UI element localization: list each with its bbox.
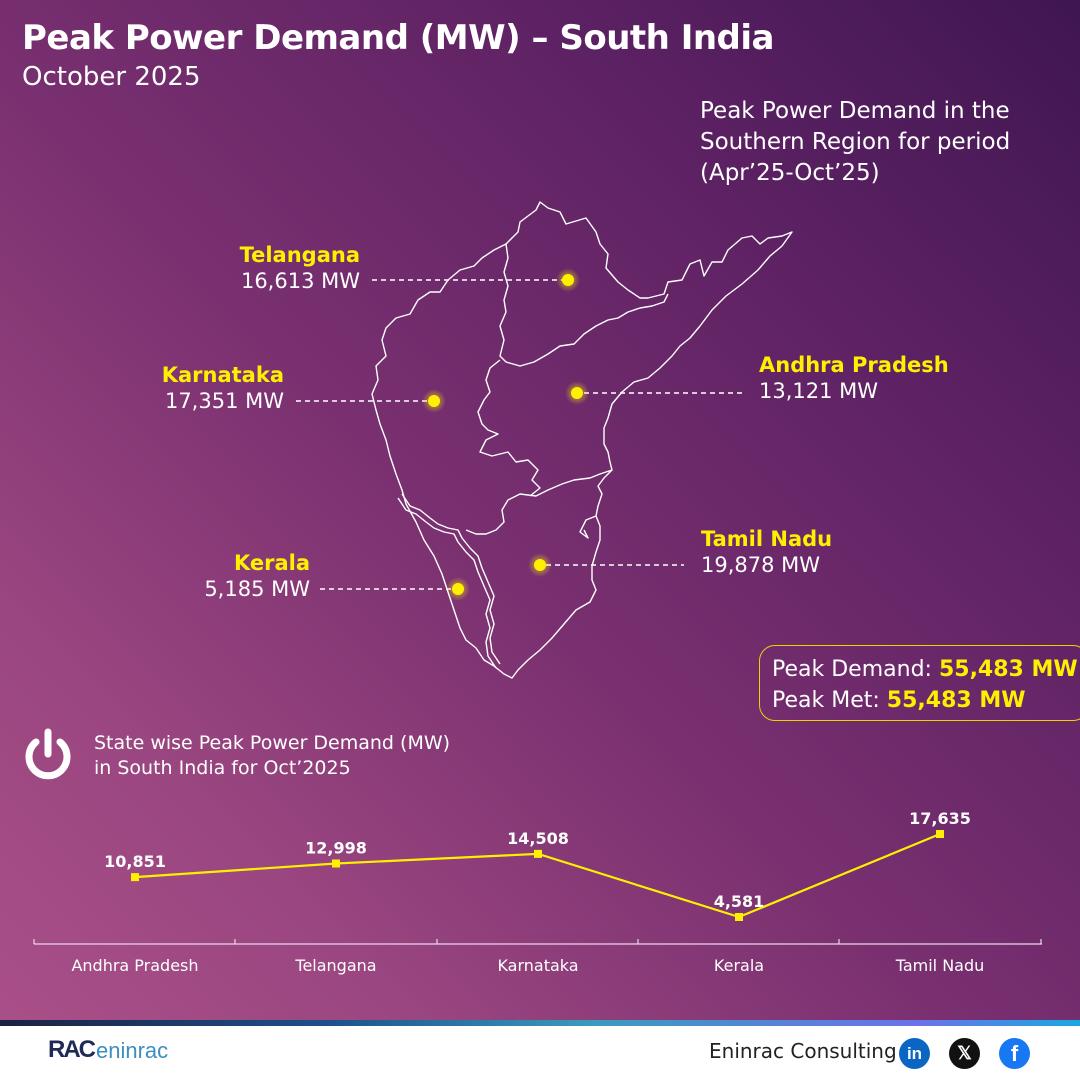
state-name: Karnataka [161,363,284,387]
state-value: 13,121 MW [759,379,879,403]
dot-andhra-pradesh [571,387,583,399]
state-name: Tamil Nadu [701,527,833,551]
dot-tamil-nadu [534,559,546,571]
category-label: Karnataka [497,956,578,975]
state-label-telangana: Telangana 16,613 MW [160,242,360,294]
data-point [131,873,139,882]
logo-rac: RAC [48,1036,96,1063]
data-point [936,830,944,838]
data-point-label: 4,581 [714,892,765,911]
page-subtitle: October 2025 [22,62,201,92]
region-note-line: Southern Region for period [700,129,1011,155]
state-label-kerala: Kerala 5,185 MW [110,550,310,602]
peak-met-label: Peak Met: [772,688,880,713]
state-label-andhra-pradesh: Andhra Pradesh 13,121 MW [759,352,979,404]
state-value: 5,185 MW [204,577,310,601]
state-name: Andhra Pradesh [759,353,949,377]
dot-telangana [562,274,574,286]
data-point-label: 17,635 [909,809,971,828]
page-title: Peak Power Demand (MW) – South India [22,18,774,58]
peak-demand-label: Peak Demand: [772,657,932,682]
region-note-line: (Apr’25-Oct’25) [700,160,880,186]
region-note-line: Peak Power Demand in the [700,98,1010,124]
state-name: Kerala [233,551,310,575]
peak-demand-row: Peak Demand: 55,483 MW [772,654,1080,685]
state-value: 16,613 MW [240,269,360,293]
eninrac-logo: RAC eninrac [48,1036,168,1064]
company-name: Eninrac Consulting [709,1039,897,1063]
state-value: 19,878 MW [701,553,821,577]
dot-karnataka [428,395,440,407]
category-label: Tamil Nadu [895,956,985,975]
power-icon [25,728,71,780]
category-label: Telangana [294,956,376,975]
logo-text: eninrac [96,1038,169,1063]
state-dots [422,268,589,601]
data-point [534,849,542,858]
linkedin-icon[interactable]: in [899,1038,930,1069]
peak-met-value: 55,483 MW [886,688,1026,713]
x-icon[interactable]: 𝕏 [949,1038,980,1069]
data-point-label: 14,508 [507,829,569,848]
south-india-map [371,201,793,679]
chart-title-line: State wise Peak Power Demand (MW) [94,732,451,754]
line-chart: 10,851 Andhra Pradesh 12,998 Telangana 14,50… [33,809,1042,975]
data-point [735,913,743,921]
chart-title: State wise Peak Power Demand (MW) in Sou… [94,731,450,781]
state-label-karnataka: Karnataka 17,351 MW [84,362,284,414]
peak-demand-value: 55,483 MW [938,657,1078,682]
facebook-icon[interactable]: f [999,1038,1030,1069]
data-point-label: 12,998 [305,838,367,857]
state-name: Telangana [239,243,360,267]
peak-met-row: Peak Met: 55,483 MW [772,685,1080,716]
state-label-tamil-nadu: Tamil Nadu 19,878 MW [701,526,901,578]
category-label: Andhra Pradesh [71,956,198,975]
state-value: 17,351 MW [164,389,284,413]
region-note: Peak Power Demand in the Southern Region… [700,96,1070,189]
data-point-label: 10,851 [104,852,166,871]
chart-title-line: in South India for Oct’2025 [94,757,351,779]
dot-kerala [452,583,464,595]
map-outline [371,201,793,679]
peak-summary-box: Peak Demand: 55,483 MW Peak Met: 55,483 … [759,645,1080,721]
data-point [332,859,340,868]
category-label: Kerala [714,956,764,975]
footer-gradient-bar [0,1020,1080,1026]
